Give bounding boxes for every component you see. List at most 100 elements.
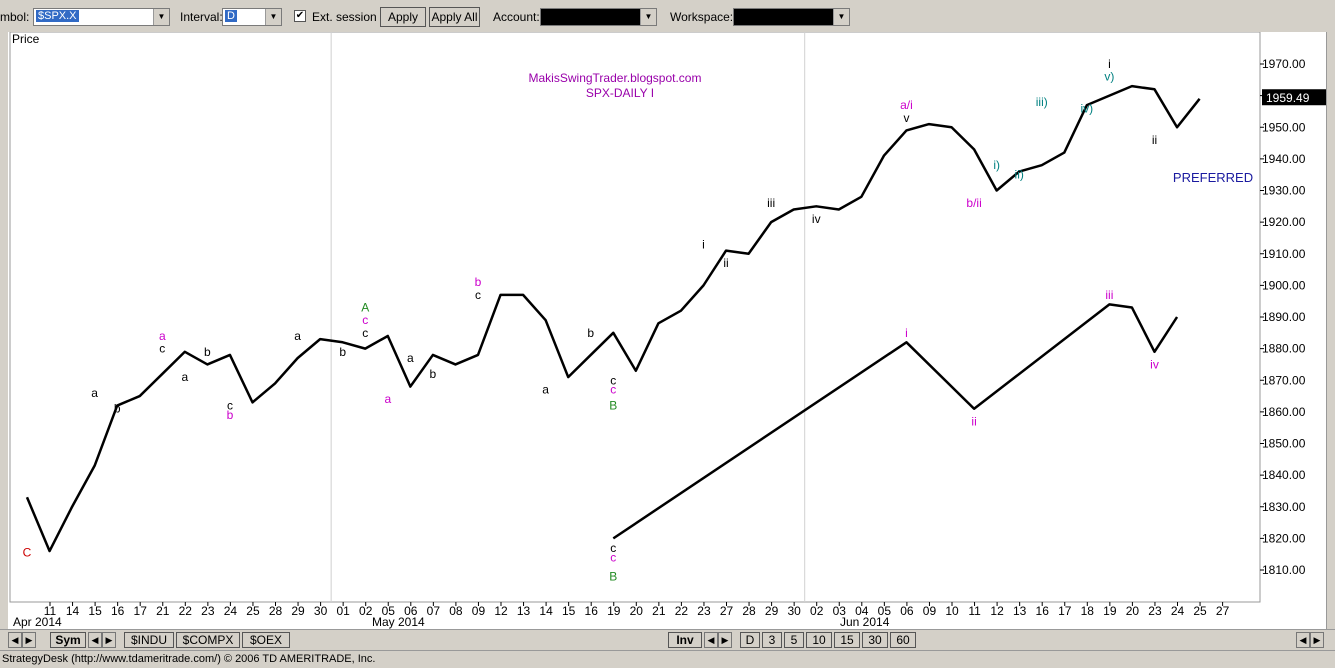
x-tick-label: 11: [44, 604, 57, 618]
grid: [10, 32, 1260, 602]
wave-label: i: [702, 237, 705, 251]
nav-right-icon[interactable]: ▶: [1310, 632, 1324, 648]
wave-label: ii: [971, 414, 976, 428]
wave-label: c: [475, 288, 481, 302]
x-tick-label: 19: [607, 604, 621, 618]
apply-all-button[interactable]: Apply All: [429, 7, 480, 27]
chevron-down-icon[interactable]: ▼: [153, 9, 169, 25]
chevron-down-icon[interactable]: ▼: [833, 9, 849, 25]
bottom-bar: ◀ ▶ Sym ◀ ▶ $INDU $COMPX $OEX Inv ◀ ▶ D …: [0, 629, 1335, 650]
x-tick-label: 17: [1058, 604, 1072, 618]
nav-left-icon[interactable]: ◀: [1296, 632, 1310, 648]
tab-interval-15[interactable]: 15: [834, 632, 860, 648]
x-tick-label: 29: [291, 604, 305, 618]
wave-labels: CabacabcbabAccaabbcabccBccBiiiiiiiva/ivb…: [23, 57, 1159, 583]
x-tick-label: 24: [1171, 604, 1185, 618]
x-tick-label: 27: [720, 604, 734, 618]
x-tick-label: 05: [878, 604, 892, 618]
x-tick-label: 14: [66, 604, 80, 618]
y-tick-label: 1810.00: [1262, 563, 1306, 577]
y-tick-label: 1880.00: [1262, 342, 1306, 356]
y-tick-label: 1830.00: [1262, 500, 1306, 514]
chevron-down-icon[interactable]: ▼: [265, 9, 281, 25]
preferred-annotation: PREFERRED: [1173, 170, 1253, 185]
wave-label: b: [114, 402, 121, 416]
symbol-combo[interactable]: $SPX.X ▼: [33, 8, 170, 26]
x-tick-label: 21: [156, 604, 170, 618]
x-tick-label: 21: [652, 604, 666, 618]
tab-interval-30[interactable]: 30: [862, 632, 888, 648]
tab-indu[interactable]: $INDU: [124, 632, 174, 648]
wave-label: ii: [723, 256, 728, 270]
status-bar: StrategyDesk (http://www.tdameritrade.co…: [0, 650, 1335, 668]
tab-compx[interactable]: $COMPX: [176, 632, 240, 648]
nav-left-icon[interactable]: ◀: [8, 632, 22, 648]
wave-label: c: [610, 383, 616, 397]
tab-inv[interactable]: Inv: [668, 632, 702, 648]
interval-label: Interval:: [180, 10, 223, 24]
nav-left-icon[interactable]: ◀: [88, 632, 102, 648]
wave-label: iii): [1036, 95, 1048, 109]
interval-combo[interactable]: D ▼: [222, 8, 282, 26]
wave-label: b: [204, 345, 211, 359]
tab-interval-10[interactable]: 10: [806, 632, 832, 648]
tab-oex[interactable]: $OEX: [242, 632, 290, 648]
x-tick-label: 05: [382, 604, 396, 618]
x-tick-label: 14: [539, 604, 553, 618]
tab-interval-60[interactable]: 60: [890, 632, 916, 648]
x-tick-label: 20: [630, 604, 644, 618]
nav-right-icon[interactable]: ▶: [102, 632, 116, 648]
account-label: Account:: [493, 10, 540, 24]
tab-interval-3[interactable]: 3: [762, 632, 782, 648]
x-tick-label: 02: [359, 604, 373, 618]
x-tick-label: 01: [336, 604, 350, 618]
nav-left-icon[interactable]: ◀: [704, 632, 718, 648]
x-tick-label: 30: [787, 604, 801, 618]
x-tick-label: 27: [1216, 604, 1230, 618]
y-tick-label: 1940.00: [1262, 152, 1306, 166]
wave-label: ii): [1015, 168, 1024, 182]
tab-interval-5[interactable]: 5: [784, 632, 804, 648]
nav-right-icon[interactable]: ▶: [22, 632, 36, 648]
chevron-down-icon[interactable]: ▼: [640, 9, 656, 25]
tab-interval-d[interactable]: D: [740, 632, 760, 648]
x-tick-label: 22: [179, 604, 193, 618]
wave-label: c: [610, 550, 616, 564]
x-tick-label: 15: [88, 604, 102, 618]
x-tick-label: 16: [585, 604, 599, 618]
wave-label: B: [609, 569, 617, 583]
x-tick-label: 30: [314, 604, 328, 618]
nav-right-icon[interactable]: ▶: [718, 632, 732, 648]
status-text: StrategyDesk (http://www.tdameritrade.co…: [0, 653, 375, 665]
y-tick-label: 1860.00: [1262, 405, 1306, 419]
alternate-count-line: [613, 304, 1177, 538]
symbol-value[interactable]: $SPX.X: [36, 10, 79, 22]
x-tick-label: 23: [697, 604, 711, 618]
last-price-label: 1959.49: [1266, 91, 1310, 105]
x-tick-label: 06: [900, 604, 914, 618]
right-tool-strip: [1326, 32, 1335, 629]
account-combo[interactable]: ▼: [540, 8, 657, 26]
wave-label: b: [587, 326, 594, 340]
wave-label: a: [542, 383, 549, 397]
tab-sym[interactable]: Sym: [50, 632, 86, 648]
ext-session-checkbox[interactable]: ✔: [294, 10, 306, 22]
price-line: [27, 86, 1200, 551]
apply-button[interactable]: Apply: [380, 7, 426, 27]
x-tick-label: 13: [1013, 604, 1027, 618]
wave-label: b: [227, 408, 234, 422]
x-tick-label: 29: [765, 604, 779, 618]
workspace-label: Workspace:: [670, 10, 733, 24]
y-tick-label: 1930.00: [1262, 184, 1306, 198]
x-tick-label: 08: [449, 604, 463, 618]
wave-label: iv): [1081, 101, 1094, 115]
interval-value[interactable]: D: [225, 10, 237, 22]
workspace-combo[interactable]: ▼: [733, 8, 850, 26]
wave-label: c: [362, 326, 368, 340]
x-tick-label: 28: [742, 604, 756, 618]
wave-label: i): [993, 158, 1000, 172]
wave-label: b: [430, 367, 437, 381]
x-tick-label: 25: [246, 604, 260, 618]
